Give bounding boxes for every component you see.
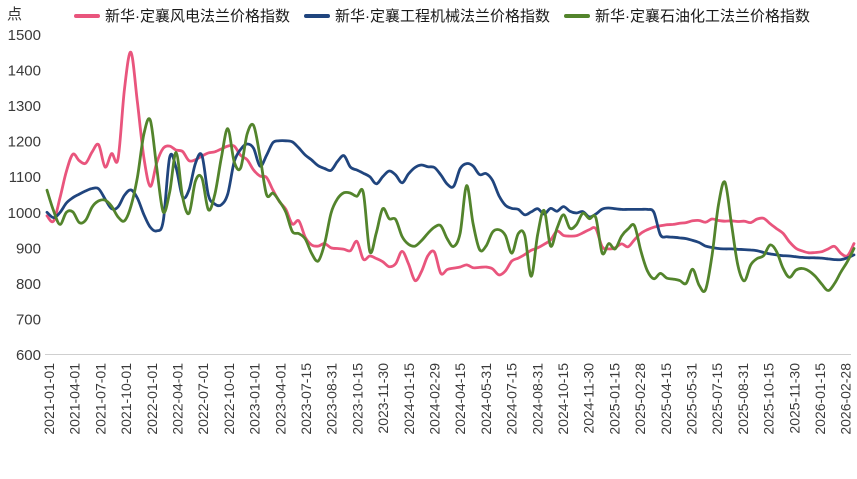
x-tick-label: 2023-01-01 bbox=[247, 363, 263, 435]
x-tick-label: 2025-08-31 bbox=[735, 363, 751, 435]
series-line-3 bbox=[45, 117, 856, 294]
legend-item-3[interactable]: 新华·定襄石油化工法兰价格指数 bbox=[564, 5, 810, 26]
y-tick-label: 1100 bbox=[9, 169, 41, 186]
y-tick-label: 700 bbox=[16, 311, 41, 328]
x-tick-label: 2025-05-31 bbox=[684, 363, 700, 435]
x-tick-label: 2021-10-01 bbox=[118, 363, 134, 435]
x-tick-label: 2024-05-31 bbox=[478, 363, 494, 435]
series-line-1 bbox=[45, 50, 856, 283]
x-tick-label: 2024-08-31 bbox=[529, 363, 545, 435]
x-tick-label: 2024-04-15 bbox=[452, 363, 468, 435]
x-tick-label: 2024-11-30 bbox=[581, 363, 597, 434]
legend-label: 新华·定襄石油化工法兰价格指数 bbox=[595, 8, 810, 25]
x-tick-label: 2026-01-15 bbox=[812, 363, 828, 435]
x-tick-label: 2022-04-01 bbox=[170, 363, 186, 435]
x-tick-label: 2026-02-28 bbox=[838, 363, 854, 435]
x-tick-label: 2025-10-15 bbox=[761, 363, 777, 435]
x-tick-label: 2023-08-31 bbox=[324, 363, 340, 435]
x-tick-label: 2024-01-15 bbox=[401, 363, 417, 435]
x-tick-label: 2024-02-29 bbox=[427, 363, 443, 435]
x-tick-label: 2024-10-15 bbox=[555, 363, 571, 435]
y-axis-unit-label: 点 bbox=[7, 6, 23, 23]
legend-label: 新华·定襄风电法兰价格指数 bbox=[105, 8, 290, 25]
x-tick-label: 2022-07-01 bbox=[195, 363, 211, 435]
legend-line-marker bbox=[74, 13, 100, 18]
x-tick-label: 2022-10-01 bbox=[221, 363, 237, 435]
y-tick-label: 1000 bbox=[8, 205, 41, 222]
x-tick-label: 2025-01-15 bbox=[606, 363, 622, 435]
x-tick-label: 2022-01-01 bbox=[144, 363, 160, 435]
y-tick-label: 1400 bbox=[8, 63, 41, 80]
y-tick-label: 800 bbox=[16, 276, 41, 293]
legend-item-1[interactable]: 新华·定襄风电法兰价格指数 bbox=[74, 5, 290, 26]
chart-legend: 新华·定襄风电法兰价格指数 新华·定襄工程机械法兰价格指数 新华·定襄石油化工法兰价… bbox=[74, 5, 810, 26]
legend-line-marker bbox=[564, 13, 590, 18]
y-tick-label: 1300 bbox=[8, 98, 41, 115]
x-tick-label: 2023-10-15 bbox=[349, 363, 365, 435]
x-tick-label: 2025-11-30 bbox=[786, 363, 802, 434]
x-tick-label: 2021-01-01 bbox=[41, 363, 57, 435]
x-tick-label: 2023-11-30 bbox=[375, 363, 391, 434]
legend-label: 新华·定襄工程机械法兰价格指数 bbox=[335, 8, 550, 25]
x-tick-label: 2025-04-15 bbox=[658, 363, 674, 435]
y-tick-label: 600 bbox=[16, 347, 41, 364]
x-tick-label: 2023-07-15 bbox=[298, 363, 314, 435]
x-tick-label: 2024-07-15 bbox=[504, 363, 520, 435]
y-tick-label: 1500 bbox=[8, 27, 41, 44]
legend-item-2[interactable]: 新华·定襄工程机械法兰价格指数 bbox=[304, 5, 550, 26]
y-tick-label: 1200 bbox=[8, 134, 41, 151]
legend-line-marker bbox=[304, 13, 330, 18]
x-tick-label: 2023-04-01 bbox=[272, 363, 288, 435]
x-tick-label: 2021-04-01 bbox=[67, 363, 83, 435]
y-tick-label: 900 bbox=[16, 240, 41, 257]
x-tick-label: 2021-07-01 bbox=[92, 363, 108, 435]
x-tick-label: 2025-02-28 bbox=[632, 363, 648, 435]
x-tick-label: 2025-07-15 bbox=[709, 363, 725, 435]
